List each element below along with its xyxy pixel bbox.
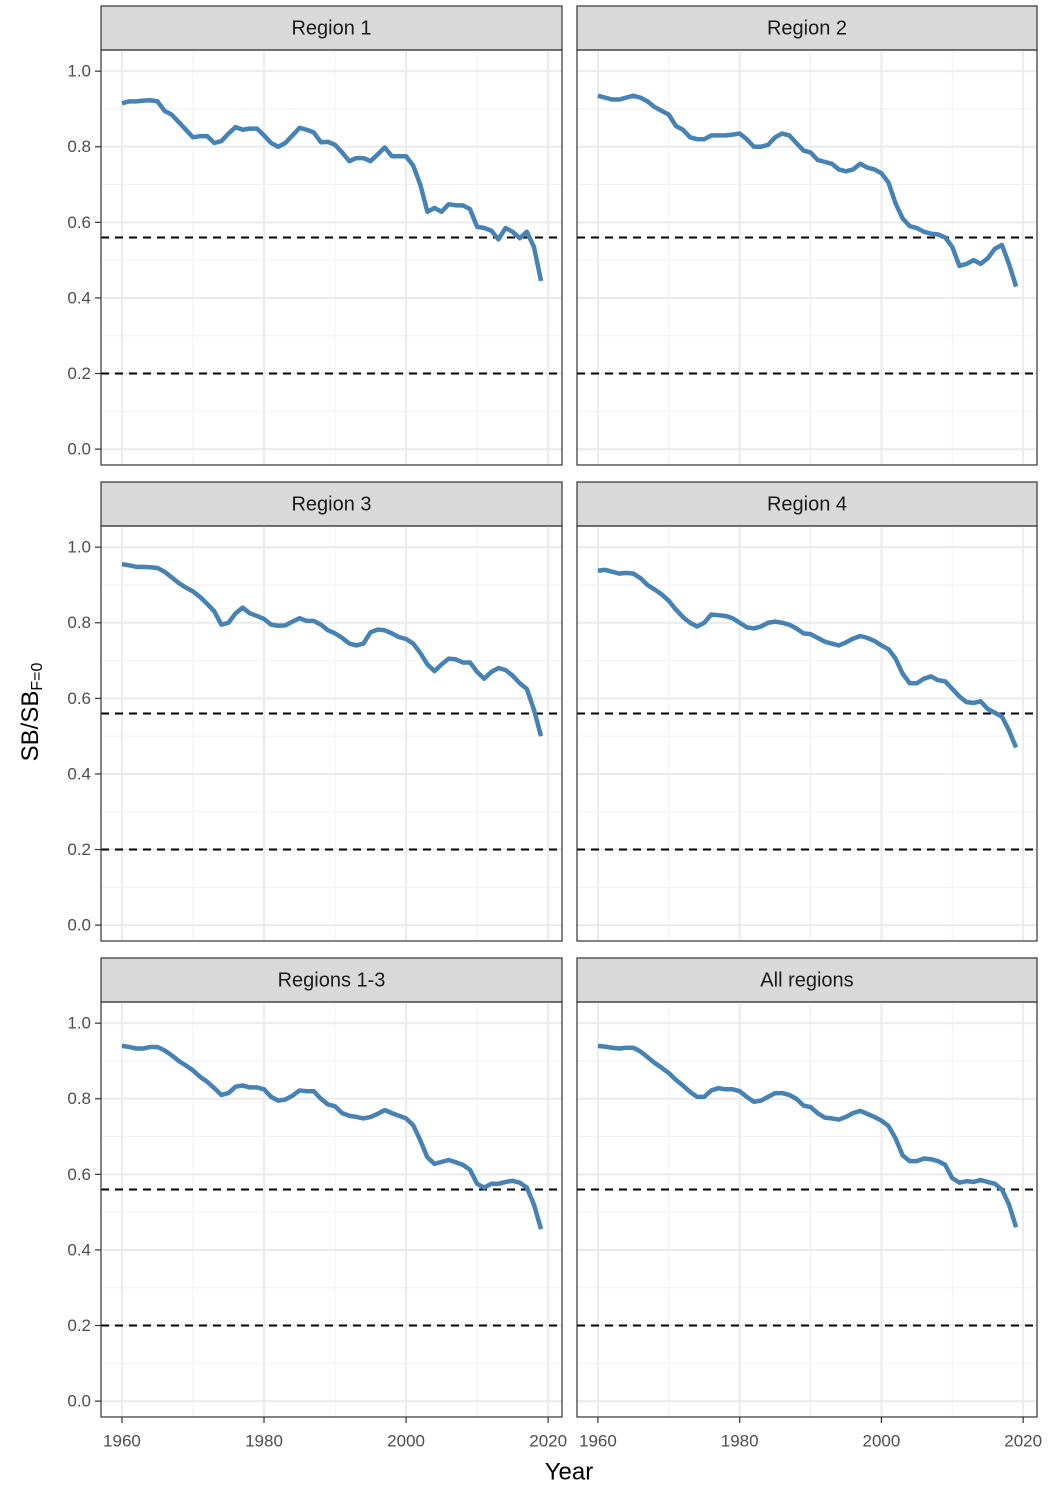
x-tick-label: 1980 [245,1431,283,1450]
y-tick-label: 0.6 [67,689,91,708]
y-tick-label: 0.8 [67,1089,91,1108]
y-tick-label: 0.4 [67,1240,91,1259]
y-tick-label: 0.8 [67,613,91,632]
y-tick-label: 0.0 [67,440,91,459]
y-axis-title: SB/SBF=0 [17,663,46,762]
y-axis-title-sub: F=0 [29,663,46,691]
y-tick-label: 0.2 [67,1316,91,1335]
facet-strip [100,957,563,1003]
y-tick-label: 0.2 [67,364,91,383]
facet-strip [100,5,563,51]
x-tick-label: 1960 [103,1431,141,1450]
panel-border [100,1001,563,1418]
facet-strip [576,5,1038,51]
facet-title: Region 1 [291,17,371,39]
data-line [597,93,1019,288]
x-tick-label: 1980 [721,1431,759,1450]
facet-strip [576,957,1038,1003]
y-tick-label: 0.6 [67,213,91,232]
data-line [121,98,544,282]
facet-title: Regions 1-3 [278,969,386,991]
x-tick-label: 1960 [579,1431,617,1450]
x-tick-label: 2000 [387,1431,425,1450]
panel-border [100,49,563,466]
panel-border [100,525,563,942]
facet-strip [576,481,1038,527]
facet-title: Region 3 [291,493,371,515]
facet-title: All regions [760,969,853,991]
panel-border [576,49,1038,466]
data-line [121,1043,544,1230]
y-tick-label: 0.8 [67,137,91,156]
y-axis-title-main: SB/SB [17,691,44,762]
facet-title: Region 4 [767,493,847,515]
y-tick-label: 0.0 [67,916,91,935]
y-tick-label: 1.0 [67,1014,91,1033]
y-tick-label: 1.0 [67,62,91,81]
x-tick-label: 2000 [863,1431,901,1450]
facet-title: Region 2 [767,17,847,39]
x-tick-label: 2020 [1004,1431,1042,1450]
data-line [597,1043,1019,1228]
panel-border [576,525,1038,942]
panel-border [576,1001,1038,1418]
x-tick-label: 2020 [529,1431,567,1450]
x-axis-title: Year [545,1458,594,1485]
y-tick-label: 0.0 [67,1392,91,1411]
y-tick-label: 0.2 [67,840,91,859]
y-tick-label: 0.4 [67,288,91,307]
y-tick-label: 1.0 [67,538,91,557]
data-line [597,567,1019,749]
data-line [121,561,544,737]
y-tick-label: 0.6 [67,1165,91,1184]
y-tick-label: 0.4 [67,764,91,783]
